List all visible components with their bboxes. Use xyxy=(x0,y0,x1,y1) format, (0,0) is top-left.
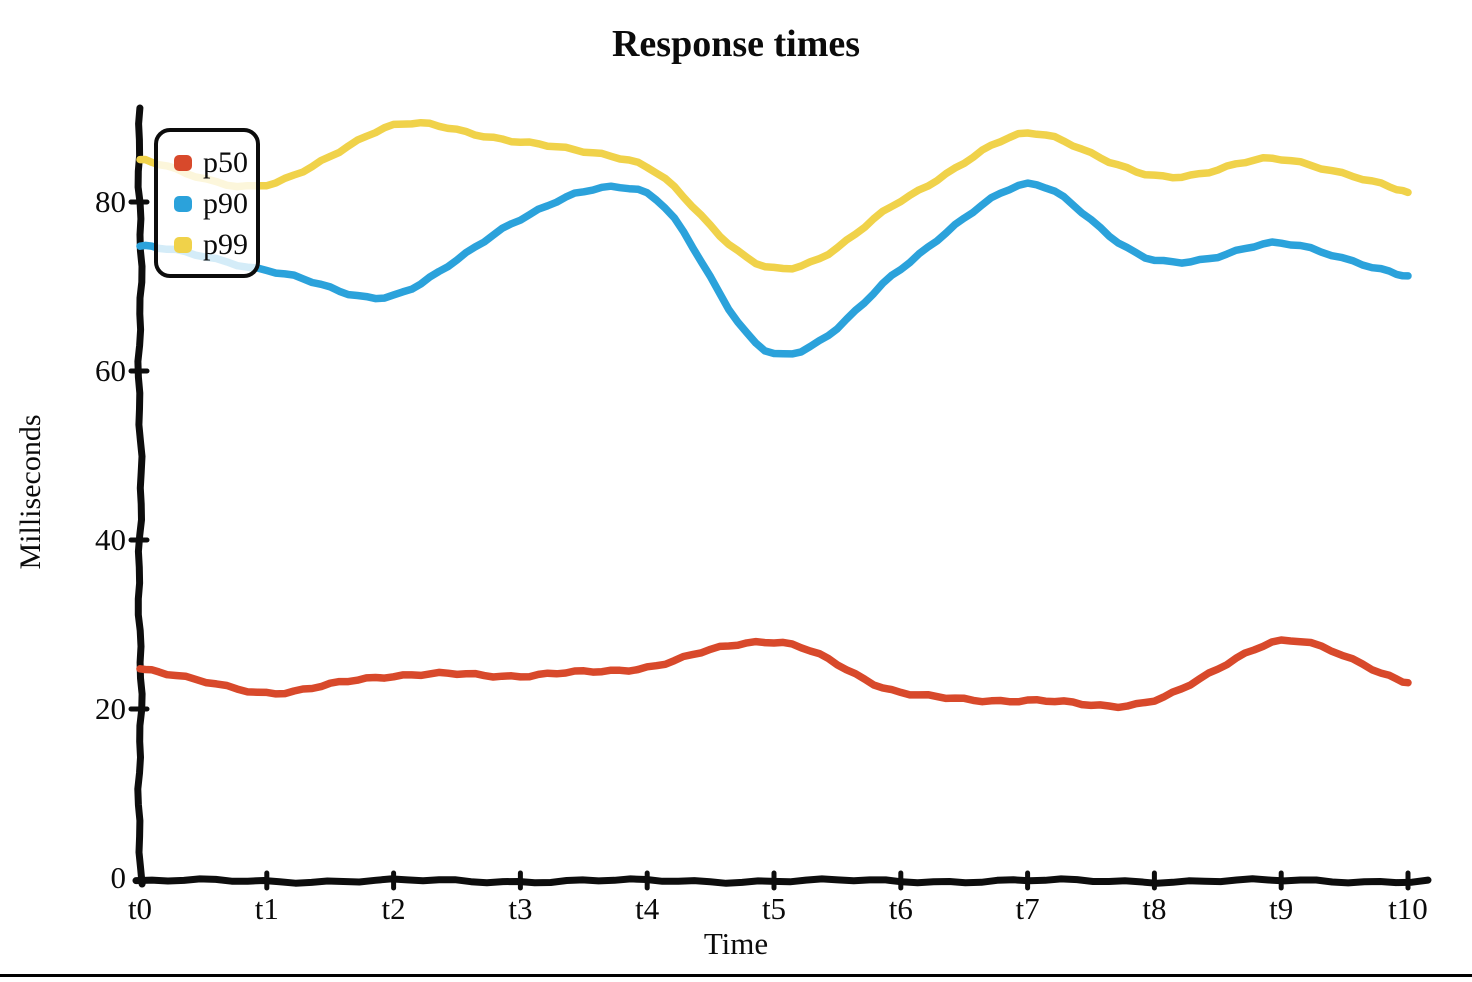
x-tick-label: t2 xyxy=(381,891,406,926)
legend-item-p90: p90 xyxy=(174,189,248,219)
x-tick-label: t10 xyxy=(1388,891,1428,926)
series-p99-line xyxy=(136,118,1412,273)
x-tick-label: t7 xyxy=(1015,891,1040,926)
x-tick-label: t3 xyxy=(508,891,533,926)
y-tick-label: 20 xyxy=(95,691,126,726)
legend-swatch-p90-icon xyxy=(174,196,192,212)
chart-title: Response times xyxy=(611,23,861,65)
legend-item-p50: p50 xyxy=(174,148,248,178)
y-tick-label: 80 xyxy=(95,184,126,219)
legend-swatch-p99-icon xyxy=(174,237,192,253)
legend-item-p99: p99 xyxy=(174,230,248,260)
y-axis-line xyxy=(134,104,146,888)
legend-swatch-p50-icon xyxy=(174,155,192,171)
legend: p50 p90 p99 xyxy=(154,128,260,278)
series-p50-line xyxy=(136,636,1412,712)
x-tick-label: t9 xyxy=(1269,891,1294,926)
bottom-border-line xyxy=(0,974,1472,977)
y-axis-label: Milliseconds xyxy=(14,414,47,570)
y-tick-label: 40 xyxy=(95,522,126,557)
x-tick-label: t5 xyxy=(761,891,787,926)
y-tick-label: 0 xyxy=(110,860,127,895)
x-tick-label: t6 xyxy=(888,891,913,926)
legend-label: p99 xyxy=(203,228,248,261)
x-tick-label: t4 xyxy=(635,891,660,926)
series-p90-line xyxy=(136,179,1412,358)
x-axis-line xyxy=(132,875,1432,887)
x-tick-label: t0 xyxy=(127,891,153,926)
x-tick-label: t8 xyxy=(1142,891,1167,926)
y-tick-label: 60 xyxy=(95,353,126,388)
x-tick-label: t1 xyxy=(254,891,279,926)
legend-label: p90 xyxy=(203,187,248,220)
x-axis-label: Time xyxy=(703,926,769,961)
legend-label: p50 xyxy=(203,146,248,179)
